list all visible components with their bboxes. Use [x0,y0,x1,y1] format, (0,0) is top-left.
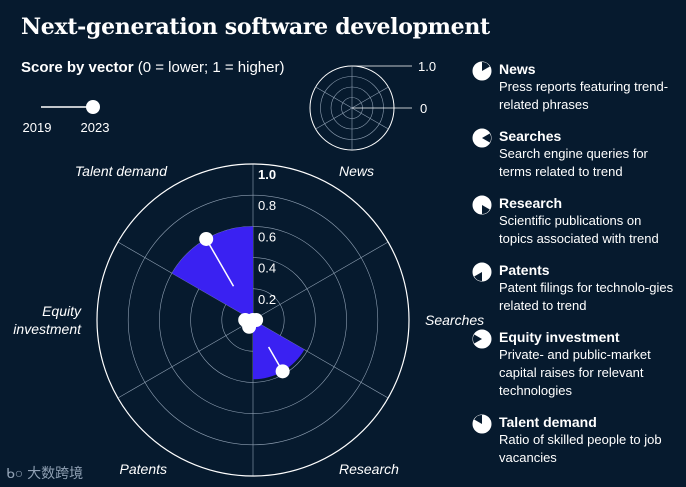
timeline-end-dot [86,100,100,114]
bar-talent-demand-2023 [171,226,253,320]
axis-label-patents: Patents [120,461,167,477]
sector-divider [117,319,254,399]
watermark: ᑲ○ 大数跨境 [6,463,83,483]
r-tick-label: 0.2 [258,292,276,307]
scale-max-label: 1.0 [418,59,436,74]
subtitle-bold: Score by vector [21,59,134,76]
legend-desc: Press reports featuring trend-related ph… [499,79,669,112]
r-tick-label: 0.4 [258,261,276,276]
scale-min-label: 0 [420,101,427,116]
point-2023-talent-demand [199,231,214,246]
r-tick-label: 1.0 [258,167,276,182]
legend: News Press reports featuring trend-relate… [472,60,677,480]
scale-divider [351,107,389,130]
legend-desc: Private- and public-market capital raise… [499,347,651,398]
bar-research-2023 [253,320,305,380]
watermark-text: 大数跨境 [27,465,84,481]
talent-demand-sector-icon [472,414,492,434]
legend-desc: Ratio of skilled people to job vacancies [499,432,662,465]
equity-investment-sector-icon [472,329,492,349]
radial-chart: 1.0 0.8 0.6 0.4 0.2 News Searches Research Paten… [13,163,484,477]
axis-label-news: News [339,163,374,179]
axis-label-research: Research [339,461,399,477]
legend-item-news: News Press reports featuring trend-relate… [472,60,677,114]
legend-item-searches: Searches Search engine queries for terms … [472,127,677,181]
legend-item-research: Research Scientific publications on topic… [472,194,677,248]
r-ticks: 1.0 0.8 0.6 0.4 0.2 [258,167,276,307]
legend-item-equity-investment: Equity investment Private- and public-mar… [472,328,677,400]
scale-divider [315,86,353,109]
page-title: Next-generation software development [21,14,490,40]
sector-divider [252,241,389,321]
watermark-logo-icon: ᑲ○ [6,465,28,481]
legend-desc: Patent filings for technolo-gies related… [499,280,674,313]
subtitle-scale-note: (0 = lower; 1 = higher) [133,59,285,76]
scale-divider [351,86,389,109]
searches-sector-icon [472,128,492,148]
timeline-key: 2019 2023 [23,100,110,135]
r-tick-label: 0.8 [258,198,276,213]
axis-label-talent-demand: Talent demand [75,163,168,179]
scale-key: 1.00 [309,59,436,151]
legend-name: Talent demand [499,414,597,430]
legend-name: Patents [499,262,550,278]
patents-sector-icon [472,262,492,282]
legend-name: News [499,61,536,77]
point-2023-research [275,364,290,379]
news-sector-icon [472,61,492,81]
legend-name: Searches [499,128,562,144]
change-line-talent-demand [205,238,235,287]
outer-ring [96,163,410,477]
scale-divider [315,107,353,130]
timeline-start-label: 2019 [23,120,52,135]
r-tick-label: 0.6 [258,229,276,244]
timeline-end-label: 2023 [81,120,110,135]
legend-name: Research [499,195,563,211]
axis-label-equity-investment: Equity investment [13,303,82,337]
legend-item-patents: Patents Patent filings for technolo-gies … [472,261,677,315]
chart-subtitle: Score by vector (0 = lower; 1 = higher) [21,59,284,76]
legend-item-talent-demand: Talent demand Ratio of skilled people to … [472,413,677,467]
legend-desc: Scientific publications on topics associ… [499,213,659,246]
point-2023-equity-investment [238,313,253,327]
research-sector-icon [472,195,492,215]
axis-label-searches: Searches [425,312,484,328]
legend-name: Equity investment [499,329,620,345]
legend-desc: Search engine queries for terms related … [499,146,648,179]
